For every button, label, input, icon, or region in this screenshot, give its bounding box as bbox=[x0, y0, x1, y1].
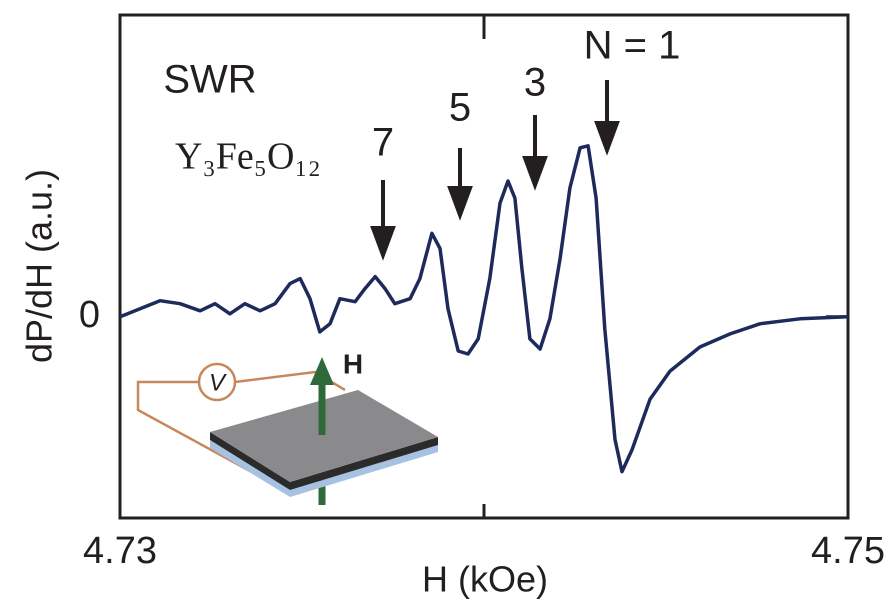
annotation: N = 1 bbox=[584, 24, 681, 68]
inset-diagram: V H bbox=[136, 348, 438, 505]
annotation: 3 bbox=[524, 61, 546, 105]
annotation: 7 bbox=[372, 121, 394, 165]
inset-label: H bbox=[343, 348, 363, 379]
y-tick-label: 0 bbox=[79, 294, 100, 336]
x-tick-label: 4.73 bbox=[83, 530, 157, 572]
data-line bbox=[119, 144, 849, 474]
annotation: 5 bbox=[449, 86, 471, 130]
annotation: Y₃Fe₅O₁₂ bbox=[175, 136, 321, 178]
annotation: SWR bbox=[163, 58, 256, 102]
x-axis-label: H (kOe) bbox=[422, 559, 548, 600]
inset-label: V bbox=[209, 369, 227, 396]
arrows bbox=[370, 80, 620, 261]
y-axis-label: dP/dH (a.u.) bbox=[19, 169, 60, 363]
x-tick-label: 4.75 bbox=[811, 530, 885, 572]
